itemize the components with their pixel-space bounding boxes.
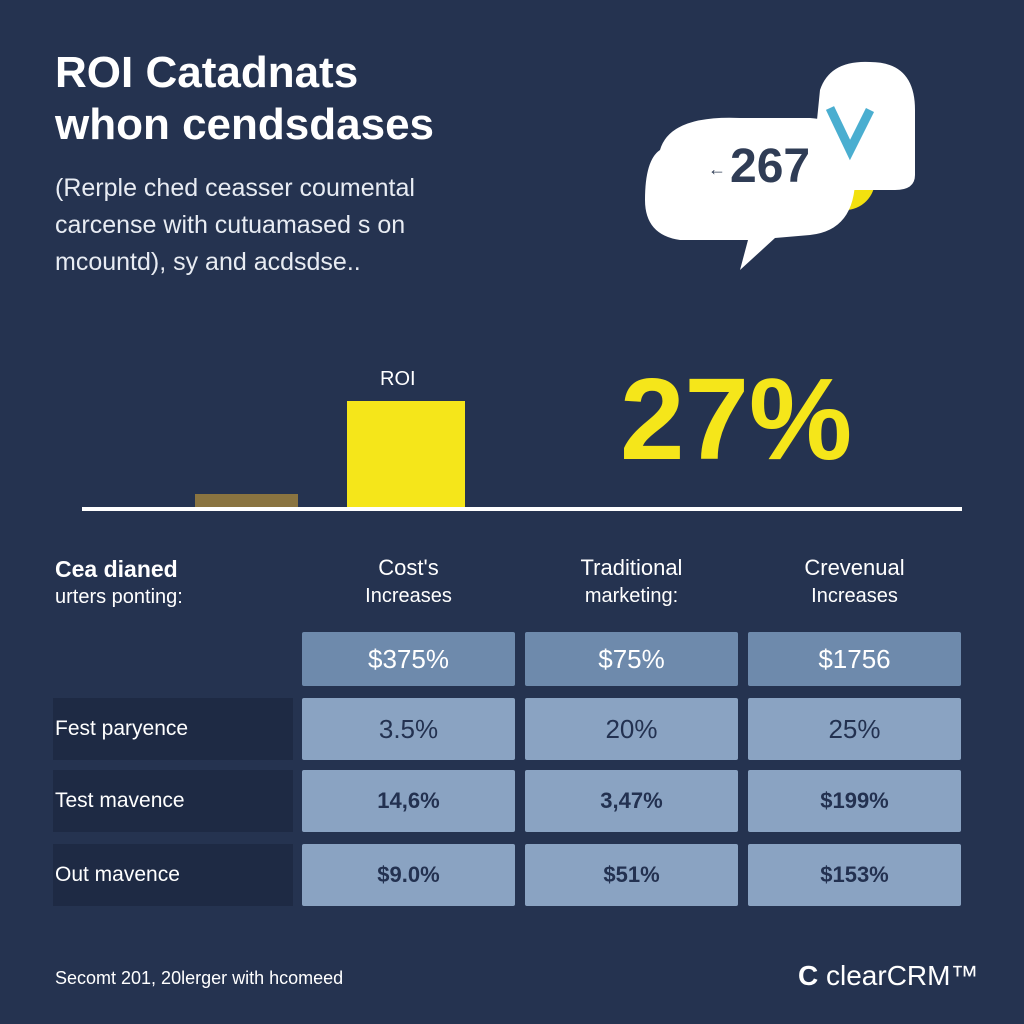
big-stat: 27% [620,354,853,484]
column-header: Increases [811,585,898,607]
table-cell: 14,6% [302,770,515,832]
table-cell: $51% [525,844,738,906]
table-cell: 3.5% [302,698,515,760]
table-corner: Cea dianed [55,556,178,582]
table-cell: 3,47% [525,770,738,832]
column-header: Cost's [378,555,439,580]
bar-label: ROI [380,368,416,390]
table-cell: 20% [525,698,738,760]
table-cell: $375% [302,632,515,686]
table-cell: 25% [748,698,961,760]
table-cell: $1756 [748,632,961,686]
bar [195,494,298,507]
row-label: Out mavence [53,844,293,906]
column-header: Traditional [580,555,683,580]
table-cell: $75% [525,632,738,686]
title-line: whon cendsdases [55,100,435,149]
brand-name: clearCRM™ [826,960,979,991]
bubble-value: 267 [730,140,810,193]
baseline [82,507,962,511]
row-label: Fest paryence [53,698,293,760]
table-cell: $199% [748,770,961,832]
table-corner: urters ponting: [55,586,183,608]
table-cell: $153% [748,844,961,906]
footer-note: Secomt 201, 20lerger with hcomeed [55,968,344,988]
speech-bubble: ← 267 [645,61,915,270]
bar [347,401,465,507]
column-header: Crevenual [804,555,905,580]
subtitle-line: mcountd), sy and acdsdse.. [55,248,361,276]
subtitle-line: carcense with cutuamased s on [55,211,406,239]
column-header: marketing: [584,585,679,607]
table-cell: $9.0% [302,844,515,906]
subtitle-line: (Rerple ched ceasser coumental [55,174,415,202]
brand: C clearCRM™ [798,960,979,991]
svg-text:←: ← [708,159,726,179]
title-line: ROI Catadnats [55,48,359,97]
column-header: Increases [365,585,452,607]
row-label: Test mavence [53,770,293,832]
